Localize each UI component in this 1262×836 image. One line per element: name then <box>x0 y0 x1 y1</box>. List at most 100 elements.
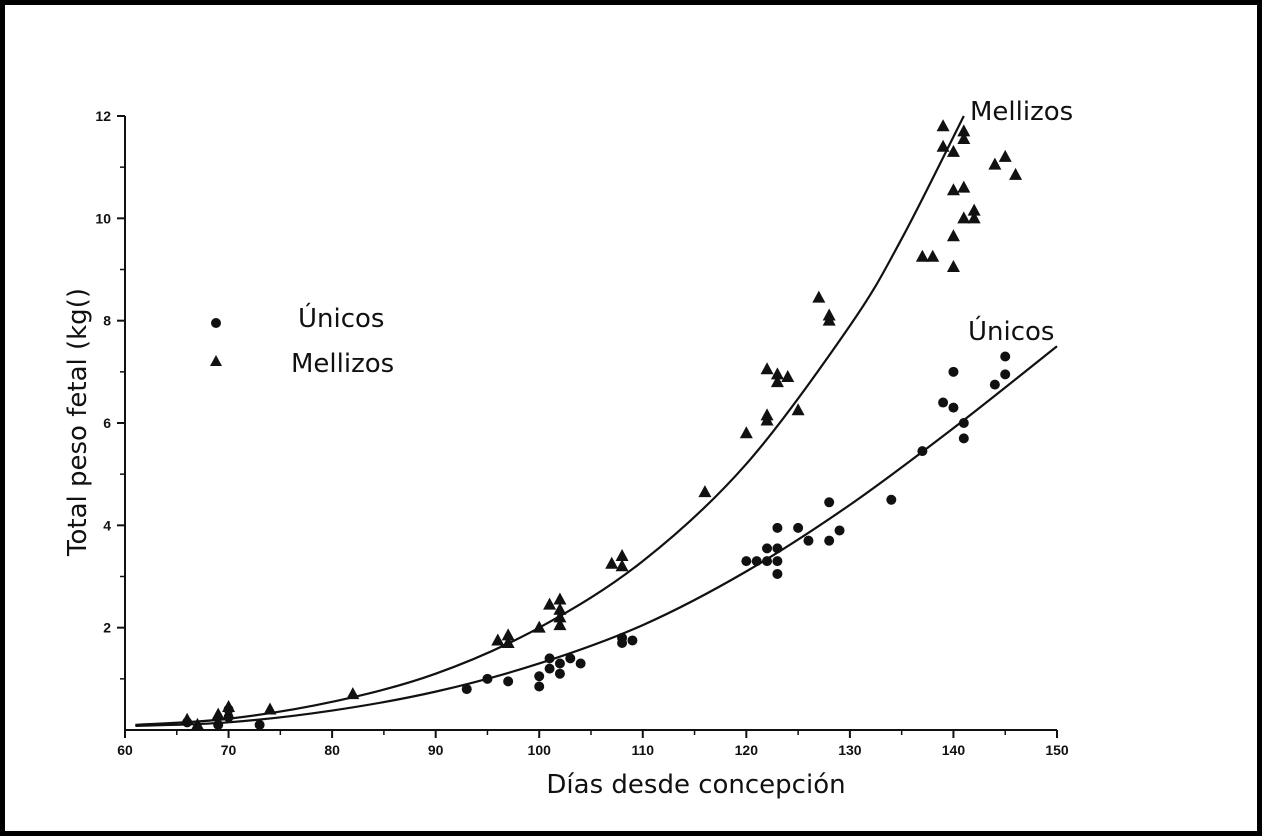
point-mellizos <box>760 413 774 426</box>
point-mellizos <box>957 211 971 224</box>
x-tick-label: 80 <box>324 742 340 758</box>
point-mellizos <box>553 602 567 615</box>
point-mellizos <box>553 610 567 623</box>
x-tick-label: 120 <box>735 742 759 758</box>
y-tick-label: 2 <box>103 620 111 636</box>
point-unicos <box>627 635 638 646</box>
y-axis-label: Total peso fetal (kg() <box>63 288 93 557</box>
point-unicos <box>772 522 783 533</box>
point-unicos <box>762 556 773 567</box>
x-tick-label: 60 <box>117 742 133 758</box>
point-unicos <box>461 684 472 695</box>
point-mellizos <box>760 362 774 375</box>
point-mellizos <box>967 211 981 224</box>
x-tick-label: 110 <box>631 742 654 758</box>
point-unicos <box>534 671 545 682</box>
point-mellizos <box>926 249 940 262</box>
point-unicos <box>554 668 565 679</box>
point-mellizos <box>553 618 567 631</box>
point-unicos <box>772 568 783 579</box>
point-mellizos <box>501 628 515 641</box>
point-mellizos <box>781 369 795 382</box>
fit-curves <box>135 115 1058 728</box>
point-unicos <box>989 379 1000 390</box>
x-tick-label: 150 <box>1045 742 1069 758</box>
point-mellizos <box>739 426 753 439</box>
point-unicos <box>772 556 783 567</box>
point-mellizos <box>553 592 567 605</box>
point-mellizos <box>346 687 360 700</box>
point-mellizos <box>946 259 960 272</box>
point-mellizos <box>190 717 204 730</box>
point-mellizos <box>263 702 277 715</box>
y-tick-label: 8 <box>103 313 111 329</box>
point-mellizos <box>915 249 929 262</box>
curve-label-unicos: Únicos <box>968 315 1054 347</box>
point-unicos <box>793 522 804 533</box>
point-mellizos <box>936 139 950 152</box>
point-unicos <box>741 556 752 567</box>
y-tick-label: 4 <box>103 517 111 533</box>
data-points <box>180 119 1023 730</box>
legend-circle-marker <box>211 318 221 328</box>
y-tick-label: 6 <box>103 415 111 431</box>
x-tick-label: 100 <box>528 742 552 758</box>
point-unicos <box>223 712 234 723</box>
x-tick-label: 130 <box>838 742 862 758</box>
point-mellizos <box>532 620 546 633</box>
y-tick-label: 10 <box>95 210 111 226</box>
point-mellizos <box>615 559 629 572</box>
point-unicos <box>1000 351 1011 362</box>
point-unicos <box>917 446 928 457</box>
point-mellizos <box>957 132 971 145</box>
legend: Únicos Mellizos <box>210 302 394 379</box>
point-mellizos <box>180 712 194 725</box>
point-unicos <box>482 673 493 684</box>
axes: 60 70 80 90 100 110 120 130 140 150 2 4 6 8 10 12 <box>95 108 1068 758</box>
point-unicos <box>824 497 835 508</box>
legend-label-mellizos: Mellizos <box>291 349 394 379</box>
point-mellizos <box>936 119 950 132</box>
legend-triangle-marker <box>210 355 222 366</box>
point-unicos <box>772 543 783 554</box>
x-axis-label: Días desde concepción <box>546 770 845 800</box>
point-unicos <box>958 433 969 444</box>
x-tick-label: 140 <box>942 742 966 758</box>
point-mellizos <box>501 636 515 649</box>
point-mellizos <box>946 229 960 242</box>
point-unicos <box>948 366 959 377</box>
point-mellizos <box>998 149 1012 162</box>
point-unicos <box>1000 369 1011 380</box>
point-unicos <box>803 535 814 546</box>
point-mellizos <box>222 699 236 712</box>
point-mellizos <box>770 367 784 380</box>
point-unicos <box>751 556 762 567</box>
point-mellizos <box>822 313 836 326</box>
point-unicos <box>254 719 265 730</box>
curve-label-mellizos: Mellizos <box>970 97 1073 127</box>
point-mellizos <box>812 290 826 303</box>
point-unicos <box>565 653 576 664</box>
point-mellizos <box>543 597 557 610</box>
point-mellizos <box>791 403 805 416</box>
point-mellizos <box>1009 167 1023 180</box>
x-tick-label: 90 <box>428 742 444 758</box>
fit-curve-unicos <box>135 345 1058 728</box>
point-mellizos <box>967 203 981 216</box>
point-unicos <box>575 658 586 669</box>
point-unicos <box>554 658 565 669</box>
point-mellizos <box>957 124 971 137</box>
fit-curve-mellizos <box>135 115 965 726</box>
point-unicos <box>834 525 845 536</box>
point-unicos <box>213 719 224 730</box>
y-tick-label: 12 <box>95 108 111 124</box>
point-unicos <box>617 638 628 649</box>
point-unicos <box>544 663 555 674</box>
point-mellizos <box>211 707 225 720</box>
point-unicos <box>824 535 835 546</box>
point-unicos <box>938 397 949 408</box>
point-mellizos <box>946 183 960 196</box>
point-unicos <box>534 681 545 692</box>
point-unicos <box>544 653 555 664</box>
